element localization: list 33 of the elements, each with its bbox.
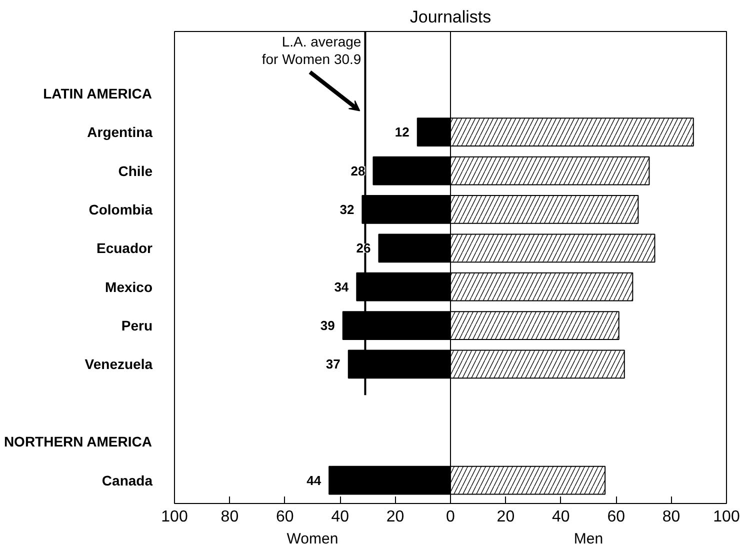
x-tick-label: 40 (552, 508, 570, 526)
ref-line-label: L.A. average for Women 30.9 (262, 33, 362, 68)
y-tick-label: LATIN AMERICA (43, 85, 152, 102)
y-tick-label: Colombia (88, 201, 153, 218)
x-tick-label: 100 (161, 508, 188, 526)
data-label: 32 (340, 202, 354, 217)
x-tick-label: 20 (496, 508, 515, 526)
chart-title: Journalists (410, 8, 492, 26)
y-tick-label: Argentina (87, 124, 153, 140)
y-tick-label: Chile (118, 162, 153, 179)
data-label: 26 (356, 240, 371, 256)
y-tick-label: Peru (121, 318, 152, 334)
x-tick-label: 80 (220, 508, 239, 526)
data-label: 28 (350, 163, 366, 178)
data-label: 44 (306, 472, 322, 488)
y-tick-label: Ecuador (96, 240, 154, 256)
x-tick-label: 60 (276, 508, 294, 526)
y-tick-label: Canada (102, 472, 153, 488)
y-tick-label: Venezuela (84, 356, 153, 372)
text: Men (574, 530, 604, 548)
x-tick-label: 40 (331, 508, 350, 526)
x-tick-label: 60 (607, 508, 626, 526)
x-tick-label: 80 (662, 508, 680, 526)
y-tick-label: Mexico (105, 278, 153, 295)
data-label: 39 (320, 318, 335, 334)
x-tick-label: 100 (713, 508, 740, 526)
x-tick-label: 20 (386, 508, 404, 526)
x-tick-label: 0 (446, 508, 456, 526)
y-tick-label: NORTHERN AMERICA (4, 434, 152, 450)
data-label: 34 (334, 279, 350, 294)
data-label: 12 (394, 124, 410, 140)
data-label: 37 (326, 356, 340, 372)
text: Women (286, 530, 338, 548)
